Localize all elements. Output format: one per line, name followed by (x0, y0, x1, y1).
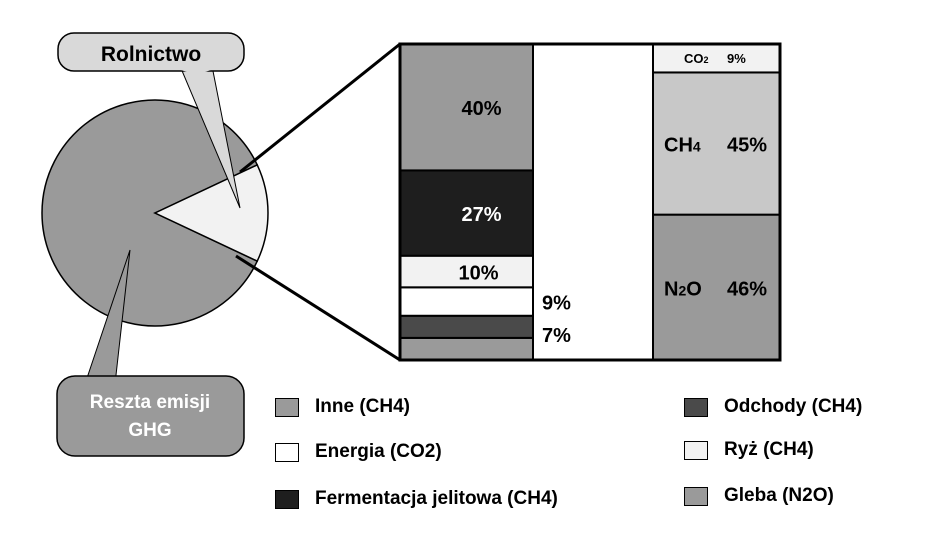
source-bar-label-gleba: 40% (461, 98, 501, 120)
callout-rolnictwo: Rolnictwo (57, 32, 245, 209)
callout-rolnictwo-box (57, 32, 245, 72)
legend-label-gleba: Gleba (N2O) (724, 485, 834, 506)
legend-item-ryz: Ryż (CH4) (684, 439, 814, 461)
gas-bar-name-ch4: CH4 (664, 135, 701, 157)
gas-bar-value-ch4: 45% (727, 135, 767, 157)
callout-reszta-line1: Reszta emisji (90, 392, 210, 413)
detail-box-frame (398, 42, 782, 362)
legend-swatch-odchody (684, 397, 708, 417)
connector-top (239, 42, 401, 174)
legend-item-fermentacja: Fermentacja jelitowa (CH4) (275, 488, 558, 510)
source-bar-label-energia: 9% (542, 293, 571, 315)
source-bar-segment-fermentacja (399, 169, 534, 257)
legend-label-energia: Energia (CO2) (315, 441, 442, 462)
callout-reszta-box (56, 375, 245, 457)
legend-label-inne: Inne (CH4) (315, 396, 410, 417)
legend-swatch-fermentacja (275, 489, 299, 509)
legend-swatch-inne (275, 397, 299, 417)
legend-item-odchody: Odchody (CH4) (684, 396, 862, 418)
source-bar-segment-gleba (399, 43, 534, 172)
pie-slice-reszta (41, 99, 259, 327)
source-bar-segment-inne (399, 336, 534, 362)
legend-swatch-ryz (684, 440, 708, 460)
legend-label-ryz: Ryż (CH4) (724, 439, 814, 460)
gas-bar-segment-ch4 (652, 71, 781, 216)
gas-bar-segment-co2 (652, 43, 781, 74)
legend-swatch-gleba (684, 486, 708, 506)
gas-bar-value-co2: 9% (727, 51, 746, 66)
gas-bar-value-n2o: 46% (727, 278, 767, 300)
gas-bar: N2O 46% CH4 45% CO2 9% (652, 43, 781, 361)
legend-swatch-energia (275, 442, 299, 462)
source-bar-segment-odchody (399, 314, 534, 339)
pie-chart (41, 99, 269, 327)
callout-reszta: Reszta emisji GHG (56, 249, 245, 457)
pie-slice-rolnictwo (153, 163, 269, 263)
callout-rolnictwo-label: Rolnictwo (101, 43, 201, 66)
legend-item-energia: Energia (CO2) (275, 441, 442, 463)
legend-label-odchody: Odchody (CH4) (724, 396, 863, 417)
legend-label-fermentacja: Fermentacja jelitowa (CH4) (315, 488, 558, 509)
legend-item-inne: Inne (CH4) (275, 396, 410, 418)
connector-bottom (235, 254, 401, 362)
gas-bar-name-n2o: N2O (664, 278, 702, 300)
legend-item-gleba: Gleba (N2O) (684, 485, 834, 507)
gas-bar-name-co2: CO2 (684, 51, 709, 66)
source-bar-label-ryz: 10% (458, 263, 498, 285)
source-bar: 7% 9% 10% 27% 40% (399, 43, 571, 362)
source-bar-label-fermentacja: 27% (461, 204, 501, 226)
source-bar-label-inne: 7% (542, 325, 571, 347)
source-bar-segment-energia (399, 286, 534, 317)
callout-reszta-line2: GHG (128, 420, 171, 441)
